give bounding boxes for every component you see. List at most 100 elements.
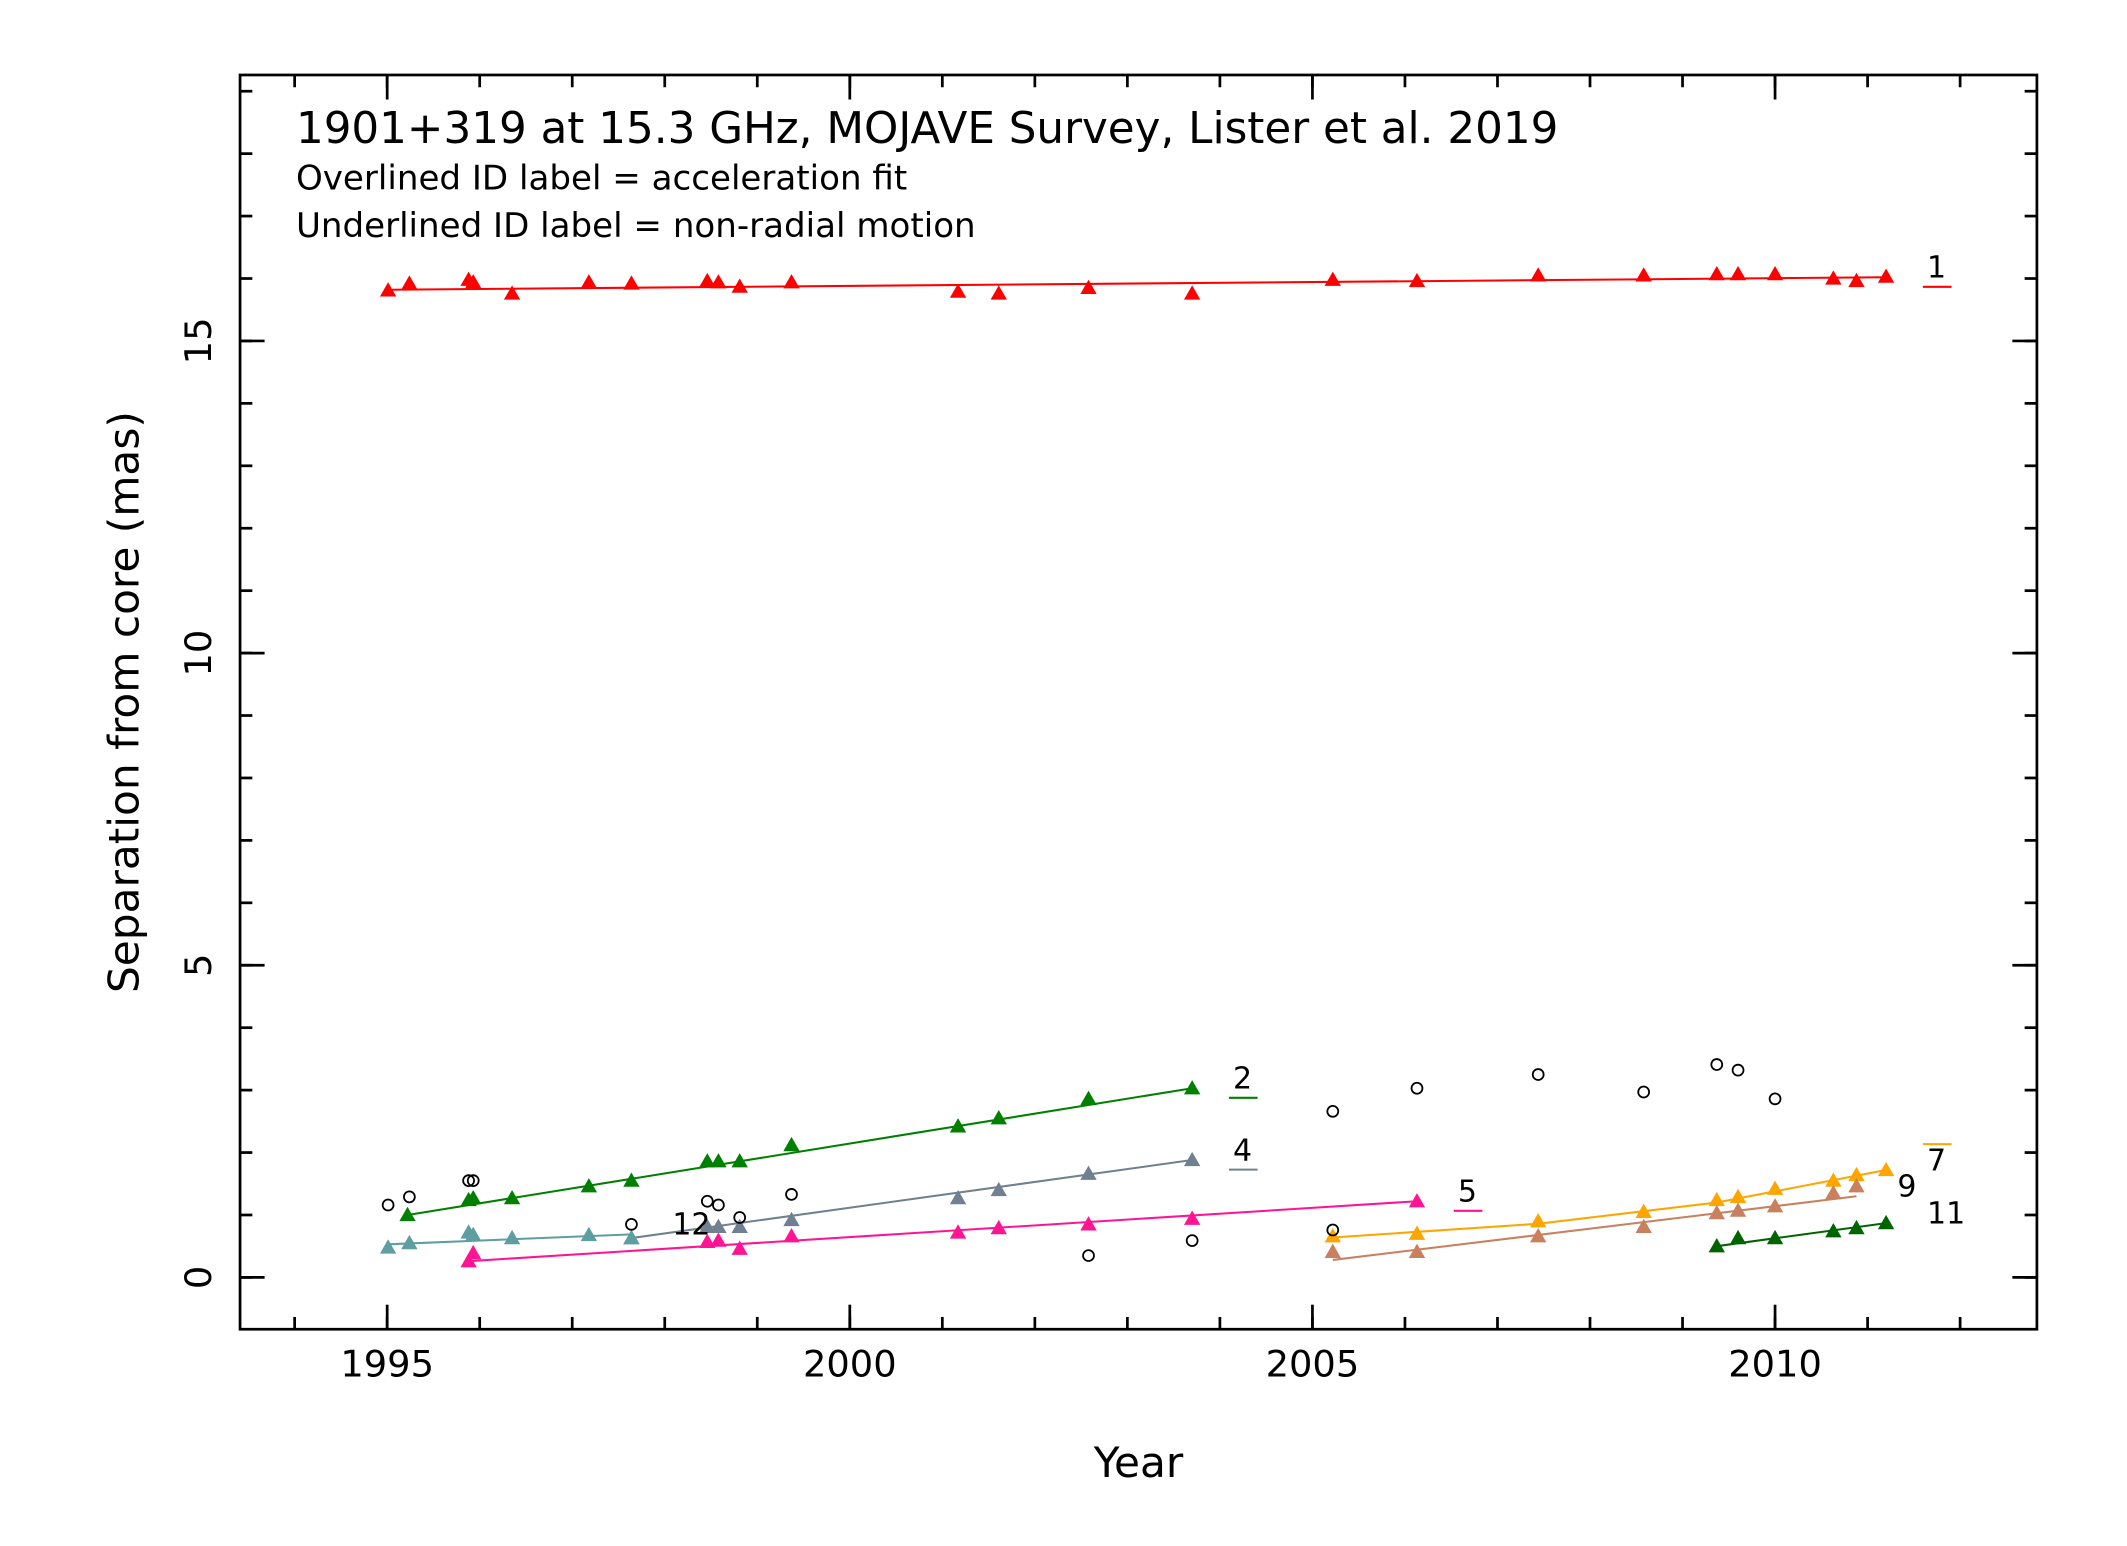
data-point xyxy=(1408,272,1426,288)
data-point xyxy=(401,1234,418,1250)
x-tick-label: 2000 xyxy=(803,1343,897,1386)
data-point xyxy=(699,272,716,288)
data-point xyxy=(625,1218,638,1231)
data-point xyxy=(1531,1068,1545,1081)
data-point xyxy=(503,285,521,300)
data-point xyxy=(710,1153,727,1168)
y-tick-label: 5 xyxy=(177,954,220,977)
data-point xyxy=(460,1253,477,1268)
data-point xyxy=(1729,1229,1747,1245)
x-tick-label: 2010 xyxy=(1728,1343,1822,1386)
data-point xyxy=(401,275,418,290)
fit-line xyxy=(407,1087,1193,1216)
data-point xyxy=(1080,1165,1097,1180)
data-point xyxy=(1530,267,1547,282)
y-tick-label: 0 xyxy=(177,1266,220,1289)
data-point xyxy=(623,1229,640,1245)
data-point xyxy=(1766,1229,1784,1245)
data-point xyxy=(699,1153,716,1168)
data-point xyxy=(1848,1219,1865,1235)
series-id-label: 2 xyxy=(1233,1062,1252,1097)
data-point xyxy=(783,1211,800,1227)
series-id-label: 9 xyxy=(1897,1170,1916,1205)
data-point xyxy=(503,1229,521,1245)
data-point xyxy=(783,1136,800,1152)
x-axis-label: Year xyxy=(1093,1438,1184,1487)
data-point xyxy=(949,283,967,298)
data-point xyxy=(699,1233,716,1248)
data-point xyxy=(503,1189,521,1205)
series-id-label: 11 xyxy=(1927,1196,1965,1231)
data-point xyxy=(1324,271,1341,286)
series-id-label: 7 xyxy=(1927,1143,1946,1178)
series-id-label: 1 xyxy=(1927,251,1946,286)
data-point xyxy=(785,1188,798,1201)
data-point xyxy=(1729,265,1747,281)
data-point xyxy=(1410,1081,1424,1095)
x-tick-label: 1995 xyxy=(340,1343,434,1386)
data-point xyxy=(1635,1218,1652,1233)
data-point xyxy=(1825,270,1842,285)
data-point xyxy=(1708,1238,1725,1253)
data-point xyxy=(1877,1161,1895,1177)
data-point xyxy=(1825,1184,1842,1200)
data-point xyxy=(1848,272,1865,288)
data-point xyxy=(783,1228,800,1243)
data-point xyxy=(990,285,1007,300)
data-point xyxy=(1185,1234,1199,1247)
data-point xyxy=(1708,265,1725,281)
data-point xyxy=(1848,1166,1865,1182)
data-point xyxy=(1729,1202,1747,1217)
data-point xyxy=(949,1224,967,1239)
data-point xyxy=(712,1198,725,1212)
data-point xyxy=(1408,1193,1426,1208)
data-point xyxy=(399,1206,416,1222)
data-point xyxy=(1530,1213,1547,1228)
data-point xyxy=(710,1218,727,1233)
data-point xyxy=(381,1198,395,1212)
fit-line xyxy=(1332,1169,1887,1239)
y-axis-label: Separation from core (mas) xyxy=(99,411,148,993)
y-tick-label: 10 xyxy=(177,630,220,677)
data-point xyxy=(1877,268,1895,283)
data-point xyxy=(465,274,482,289)
data-point xyxy=(1731,1063,1745,1077)
data-point xyxy=(710,274,727,289)
data-point xyxy=(1877,1214,1895,1230)
data-point xyxy=(731,278,748,293)
data-point xyxy=(710,1232,727,1247)
data-point xyxy=(1326,1223,1340,1237)
data-point xyxy=(1766,1198,1784,1213)
data-point xyxy=(623,1172,640,1187)
data-point xyxy=(731,1153,748,1168)
data-point xyxy=(465,1226,482,1242)
data-point xyxy=(990,1181,1007,1197)
data-point xyxy=(1710,1058,1724,1071)
data-point xyxy=(1530,1228,1547,1243)
data-point xyxy=(949,1189,967,1205)
data-point xyxy=(1766,1180,1784,1195)
fit-line xyxy=(468,1200,1418,1263)
data-point xyxy=(580,274,598,289)
data-point xyxy=(1825,1172,1842,1187)
data-point xyxy=(1408,1225,1426,1240)
chart-subtitle: Overlined ID label = acceleration fit xyxy=(296,158,907,198)
data-point xyxy=(379,1239,397,1254)
data-point xyxy=(990,1219,1007,1235)
data-point xyxy=(1324,1243,1341,1258)
data-point xyxy=(1183,285,1201,300)
data-point xyxy=(1637,1085,1651,1099)
plot-frame xyxy=(238,73,2039,1331)
x-tick-label: 2005 xyxy=(1266,1343,1360,1386)
data-point xyxy=(379,282,397,297)
data-point xyxy=(1183,1151,1201,1167)
data-point xyxy=(1080,279,1097,295)
data-point xyxy=(990,1110,1007,1125)
data-point xyxy=(465,1189,482,1205)
data-point xyxy=(1708,1191,1725,1207)
data-point xyxy=(1729,1188,1747,1204)
data-point xyxy=(580,1226,598,1242)
data-point xyxy=(783,274,800,289)
